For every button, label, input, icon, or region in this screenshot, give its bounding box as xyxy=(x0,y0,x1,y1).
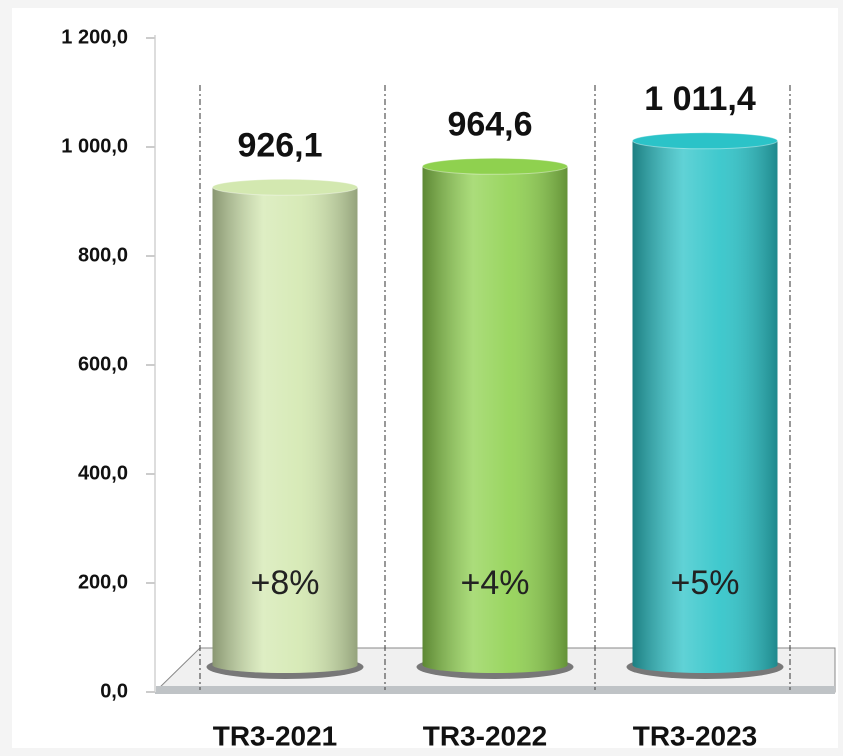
bar-shade xyxy=(212,187,358,673)
x-tick-label: TR3-2023 xyxy=(633,720,758,751)
y-tick-label: 1 200,0 xyxy=(61,26,128,48)
y-tick-label: 400,0 xyxy=(78,462,128,484)
bar-shade xyxy=(632,140,778,674)
value-label: 1 011,4 xyxy=(644,80,756,118)
annotation: +8% xyxy=(251,564,320,602)
bar-top xyxy=(632,132,778,150)
y-tick-label: 200,0 xyxy=(78,571,128,593)
y-tick-label: 800,0 xyxy=(78,244,128,266)
y-tick-label: 1 000,0 xyxy=(61,135,128,157)
y-tick-label: 0,0 xyxy=(100,680,128,702)
value-label: 964,6 xyxy=(447,105,532,143)
annotation: +5% xyxy=(671,564,740,602)
bar-top xyxy=(422,157,568,175)
bar-shade xyxy=(422,166,568,673)
bar-top xyxy=(212,178,358,196)
y-tick-label: 600,0 xyxy=(78,353,128,375)
x-tick-label: TR3-2022 xyxy=(423,720,548,751)
value-label: 926,1 xyxy=(237,126,322,164)
floor-edge xyxy=(155,686,835,694)
annotation: +4% xyxy=(461,564,530,602)
x-tick-label: TR3-2021 xyxy=(213,720,338,751)
